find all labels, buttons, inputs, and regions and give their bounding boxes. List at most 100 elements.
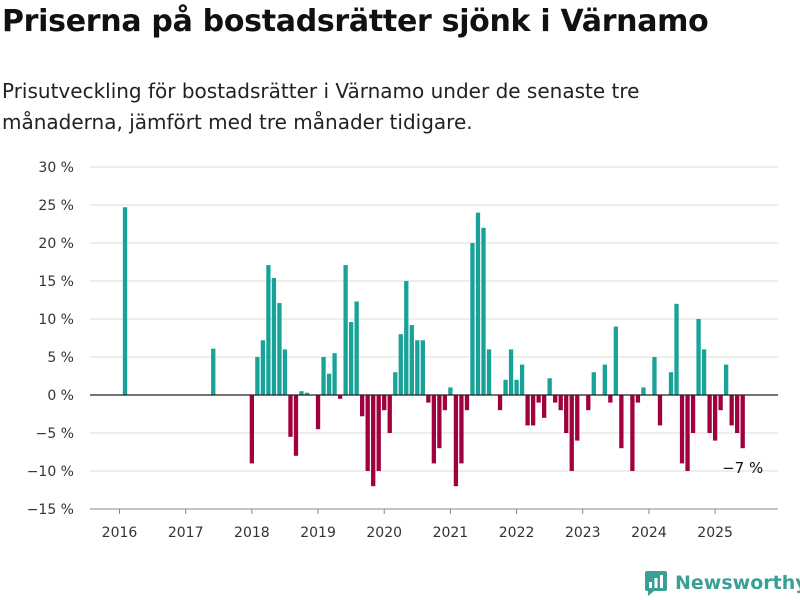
bar xyxy=(735,395,740,433)
bar xyxy=(503,379,508,395)
chart-subtitle: Prisutveckling för bostadsrätter i Värna… xyxy=(2,79,640,134)
bar xyxy=(696,319,701,395)
bar xyxy=(426,395,431,403)
newsworthy-logo-icon xyxy=(645,571,667,596)
bar xyxy=(740,395,745,449)
bar xyxy=(635,395,641,403)
bar xyxy=(459,395,464,464)
x-tick-label: 2024 xyxy=(631,525,667,541)
bar xyxy=(288,395,293,437)
bar xyxy=(608,395,613,403)
bar xyxy=(591,372,596,395)
bar xyxy=(420,340,425,395)
bar xyxy=(724,364,729,395)
bar xyxy=(437,395,442,449)
bar xyxy=(398,334,403,395)
bar xyxy=(442,395,448,411)
bar xyxy=(679,395,685,464)
bar xyxy=(668,372,674,395)
bar xyxy=(652,357,657,395)
bar xyxy=(365,395,370,471)
bar xyxy=(514,379,519,395)
bar xyxy=(299,391,304,395)
bar xyxy=(718,395,723,411)
bar xyxy=(321,357,326,395)
bar xyxy=(371,395,376,487)
bar xyxy=(387,395,392,433)
y-tick-label: 10 % xyxy=(38,312,74,328)
bar xyxy=(376,395,381,471)
bar xyxy=(486,349,492,395)
x-axis-ticks: 2016 2017 2018 2019 2020 2021 2022 2023 2024 2025 xyxy=(102,509,733,541)
y-tick-label: 30 % xyxy=(38,160,74,176)
bar xyxy=(249,395,255,464)
bar xyxy=(519,364,525,395)
bar xyxy=(348,322,354,395)
bar xyxy=(547,378,552,395)
bar xyxy=(630,395,635,471)
bar xyxy=(122,207,128,395)
bar xyxy=(464,395,470,411)
y-tick-label: −5 % xyxy=(36,426,74,442)
bar xyxy=(255,357,260,395)
y-tick-label: 25 % xyxy=(38,198,74,214)
bar xyxy=(481,227,486,395)
x-tick-label: 2016 xyxy=(102,525,138,541)
bar xyxy=(475,212,481,395)
bar xyxy=(293,395,299,456)
bar xyxy=(525,395,530,426)
bar xyxy=(453,395,459,487)
x-tick-label: 2019 xyxy=(300,525,336,541)
bar xyxy=(619,395,624,449)
bar xyxy=(448,387,453,395)
y-axis-ticks: 30 % 25 % 20 % 15 % 10 % 5 % 0 % −5 % −10 % −15 % xyxy=(27,160,74,518)
bar xyxy=(602,364,607,395)
bar xyxy=(657,395,663,426)
bar xyxy=(707,395,712,433)
x-tick-label: 2020 xyxy=(366,525,402,541)
x-tick-label: 2023 xyxy=(565,525,601,541)
y-tick-label: 20 % xyxy=(38,236,74,252)
bar xyxy=(382,395,387,411)
bar xyxy=(530,395,536,426)
y-tick-label: 15 % xyxy=(38,274,74,290)
bar xyxy=(613,326,618,395)
bar xyxy=(690,395,696,433)
bar xyxy=(729,395,734,426)
y-tick-label: 5 % xyxy=(47,350,74,366)
bar xyxy=(497,395,503,411)
bar xyxy=(558,395,563,411)
bar xyxy=(271,277,277,395)
bar xyxy=(712,395,718,441)
bar xyxy=(701,349,707,395)
bar xyxy=(315,395,321,430)
bar xyxy=(641,387,646,395)
chart-title: Priserna på bostadsrätter sjönk i Värnam… xyxy=(2,4,709,39)
x-tick-label: 2022 xyxy=(499,525,535,541)
x-tick-label: 2025 xyxy=(697,525,733,541)
bar xyxy=(360,395,365,417)
y-tick-label: −15 % xyxy=(27,502,74,518)
bar xyxy=(211,348,216,395)
bar xyxy=(470,243,475,395)
bar xyxy=(326,373,332,395)
bar xyxy=(553,395,558,403)
brand-name: Newsworthy xyxy=(675,572,800,594)
bar xyxy=(337,395,343,399)
bar xyxy=(431,395,437,464)
bar xyxy=(575,395,580,441)
bar xyxy=(674,303,679,395)
bar xyxy=(409,325,414,395)
last-value-label: −7 % xyxy=(722,459,763,477)
bar xyxy=(586,395,591,411)
bar xyxy=(415,340,420,395)
y-tick-label: −10 % xyxy=(27,464,74,480)
bar xyxy=(404,281,409,395)
bar xyxy=(266,265,271,395)
bar xyxy=(564,395,569,433)
bar xyxy=(393,372,398,395)
bar xyxy=(569,395,574,471)
x-axis xyxy=(90,394,778,510)
x-tick-label: 2018 xyxy=(234,525,270,541)
